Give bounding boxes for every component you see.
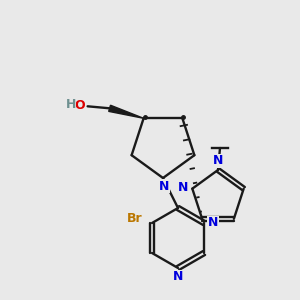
- Text: N: N: [159, 179, 169, 193]
- Polygon shape: [109, 105, 144, 118]
- Text: N: N: [178, 181, 188, 194]
- Text: O: O: [74, 99, 85, 112]
- Text: N: N: [213, 154, 223, 167]
- Text: N: N: [208, 217, 218, 230]
- Text: N: N: [173, 271, 183, 284]
- Text: H: H: [65, 98, 76, 111]
- Text: Br: Br: [127, 212, 143, 224]
